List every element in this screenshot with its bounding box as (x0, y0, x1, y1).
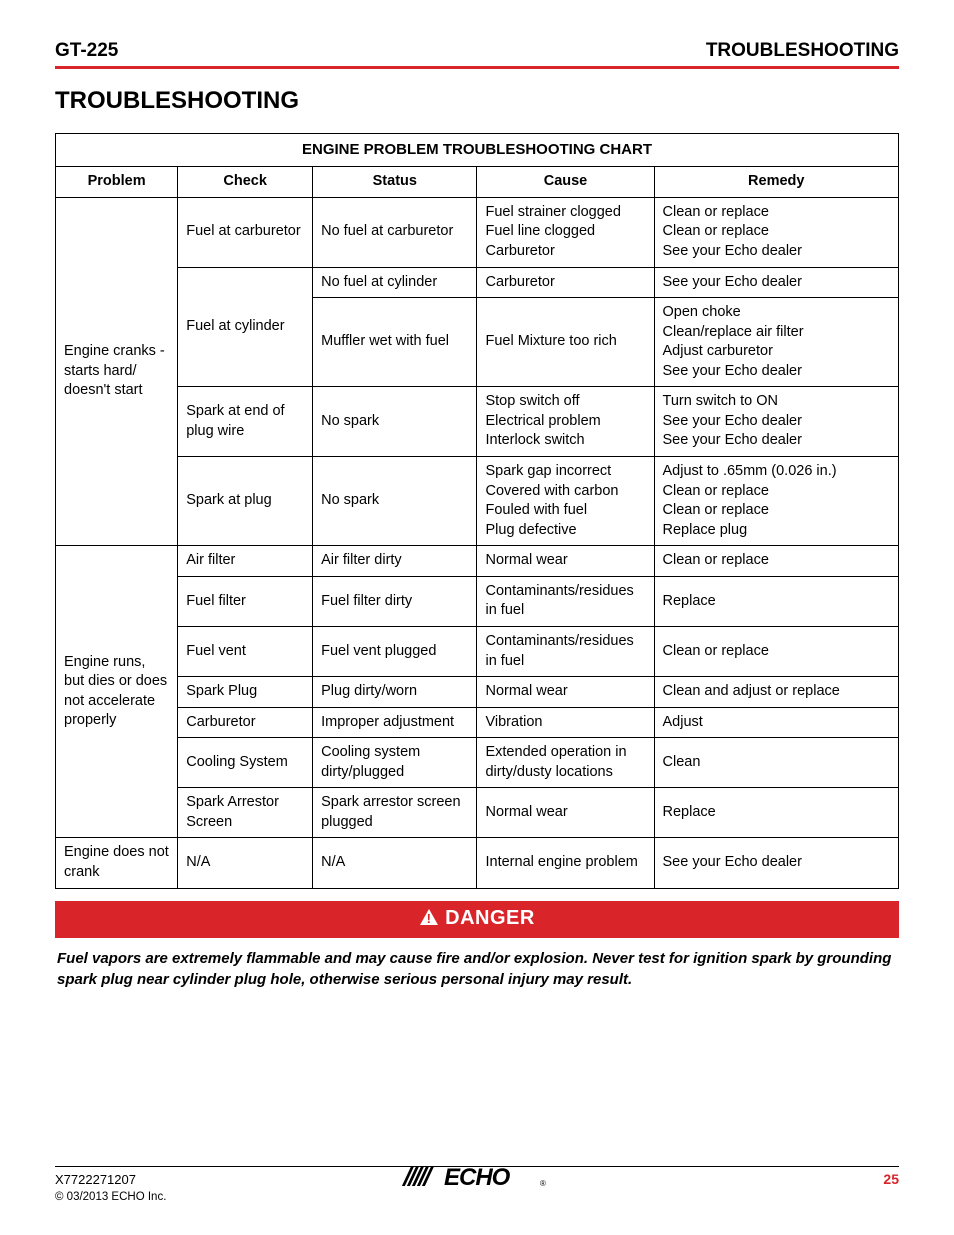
table-cell: Stop switch offElectrical problemInterlo… (477, 387, 654, 457)
table-cell: Clean or replace (654, 546, 899, 577)
table-cell: Plug dirty/worn (313, 677, 477, 708)
table-row: Engine cranks - starts hard/ doesn't sta… (56, 197, 899, 267)
table-title: ENGINE PROBLEM TROUBLESHOOTING CHART (56, 134, 899, 167)
table-cell: No fuel at cylinder (313, 267, 477, 298)
table-cell: Engine does not crank (56, 838, 178, 888)
table-cell: Internal engine problem (477, 838, 654, 888)
table-cell: Fuel strainer cloggedFuel line cloggedCa… (477, 197, 654, 267)
page-number: 25 (883, 1171, 899, 1187)
table-cell: Fuel at carburetor (178, 197, 313, 267)
table-cell: Replace (654, 576, 899, 626)
danger-banner: ! DANGER (55, 901, 899, 938)
page-footer: X7722271207 © 03/2013 ECHO Inc. ECHO (55, 1166, 899, 1205)
table-cell: No spark (313, 387, 477, 457)
table-cell: Spark at plug (178, 457, 313, 546)
col-header-problem: Problem (56, 167, 178, 198)
table-cell: Replace (654, 788, 899, 838)
copyright: © 03/2013 ECHO Inc. (55, 1189, 166, 1205)
table-row: Fuel at cylinderNo fuel at cylinderCarbu… (56, 267, 899, 298)
section-label: TROUBLESHOOTING (706, 40, 899, 62)
table-cell: Fuel at cylinder (178, 267, 313, 387)
table-cell: Contaminants/residues in fuel (477, 626, 654, 676)
table-row: Spark PlugPlug dirty/wornNormal wearClea… (56, 677, 899, 708)
table-header-row: Problem Check Status Cause Remedy (56, 167, 899, 198)
table-row: Fuel filterFuel filter dirtyContaminants… (56, 576, 899, 626)
table-cell: Carburetor (477, 267, 654, 298)
table-cell: Engine runs, but dies or does not accele… (56, 546, 178, 838)
svg-text:ECHO: ECHO (444, 1164, 511, 1191)
col-header-check: Check (178, 167, 313, 198)
table-title-row: ENGINE PROBLEM TROUBLESHOOTING CHART (56, 134, 899, 167)
col-header-status: Status (313, 167, 477, 198)
table-cell: Air filter (178, 546, 313, 577)
table-cell: No fuel at carburetor (313, 197, 477, 267)
table-cell: Fuel vent plugged (313, 626, 477, 676)
table-cell: Spark Arrestor Screen (178, 788, 313, 838)
table-cell: Turn switch to ONSee your Echo dealerSee… (654, 387, 899, 457)
table-cell: Open chokeClean/replace air filterAdjust… (654, 298, 899, 387)
table-row: Fuel ventFuel vent pluggedContaminants/r… (56, 626, 899, 676)
doc-number: X7722271207 (55, 1171, 166, 1189)
table-cell: Normal wear (477, 546, 654, 577)
table-cell: Normal wear (477, 677, 654, 708)
table-cell: Improper adjustment (313, 707, 477, 738)
table-cell: No spark (313, 457, 477, 546)
col-header-remedy: Remedy (654, 167, 899, 198)
table-cell: See your Echo dealer (654, 267, 899, 298)
table-cell: Extended operation in dirty/dusty locati… (477, 738, 654, 788)
table-cell: Fuel filter dirty (313, 576, 477, 626)
model-number: GT-225 (55, 40, 118, 62)
table-cell: Cooling system dirty/plugged (313, 738, 477, 788)
table-cell: Spark Plug (178, 677, 313, 708)
svg-text:®: ® (540, 1179, 546, 1188)
table-row: Cooling SystemCooling system dirty/plugg… (56, 738, 899, 788)
table-cell: Vibration (477, 707, 654, 738)
section-title: TROUBLESHOOTING (55, 87, 899, 115)
table-cell: Fuel Mixture too rich (477, 298, 654, 387)
table-cell: Normal wear (477, 788, 654, 838)
table-cell: Fuel filter (178, 576, 313, 626)
table-row: Engine runs, but dies or does not accele… (56, 546, 899, 577)
table-cell: Muffler wet with fuel (313, 298, 477, 387)
table-cell: Clean or replace (654, 626, 899, 676)
table-cell: Cooling System (178, 738, 313, 788)
troubleshooting-table: ENGINE PROBLEM TROUBLESHOOTING CHART Pro… (55, 133, 899, 889)
table-cell: Contaminants/residues in fuel (477, 576, 654, 626)
table-cell: Engine cranks - starts hard/ doesn't sta… (56, 197, 178, 545)
warning-icon: ! (419, 908, 439, 932)
table-row: Engine does not crankN/AN/AInternal engi… (56, 838, 899, 888)
svg-text:!: ! (427, 911, 432, 926)
table-cell: Air filter dirty (313, 546, 477, 577)
danger-text: Fuel vapors are extremely flammable and … (57, 948, 897, 990)
table-cell: Carburetor (178, 707, 313, 738)
col-header-cause: Cause (477, 167, 654, 198)
table-row: Spark Arrestor ScreenSpark arrestor scre… (56, 788, 899, 838)
page-header: GT-225 TROUBLESHOOTING (55, 40, 899, 69)
danger-label: DANGER (445, 907, 535, 929)
table-cell: Spark gap incorrectCovered with carbonFo… (477, 457, 654, 546)
table-cell: Adjust to .65mm (0.026 in.)Clean or repl… (654, 457, 899, 546)
table-cell: Fuel vent (178, 626, 313, 676)
brand-logo: ECHO ® (402, 1160, 552, 1195)
table-cell: Clean and adjust or replace (654, 677, 899, 708)
table-row: Spark at plugNo sparkSpark gap incorrect… (56, 457, 899, 546)
table-row: CarburetorImproper adjustmentVibrationAd… (56, 707, 899, 738)
table-cell: Clean (654, 738, 899, 788)
table-row: Spark at end of plug wireNo sparkStop sw… (56, 387, 899, 457)
table-cell: See your Echo dealer (654, 838, 899, 888)
table-cell: Spark at end of plug wire (178, 387, 313, 457)
table-cell: Clean or replaceClean or replaceSee your… (654, 197, 899, 267)
table-cell: Spark arrestor screen plugged (313, 788, 477, 838)
table-cell: N/A (178, 838, 313, 888)
table-cell: N/A (313, 838, 477, 888)
table-cell: Adjust (654, 707, 899, 738)
